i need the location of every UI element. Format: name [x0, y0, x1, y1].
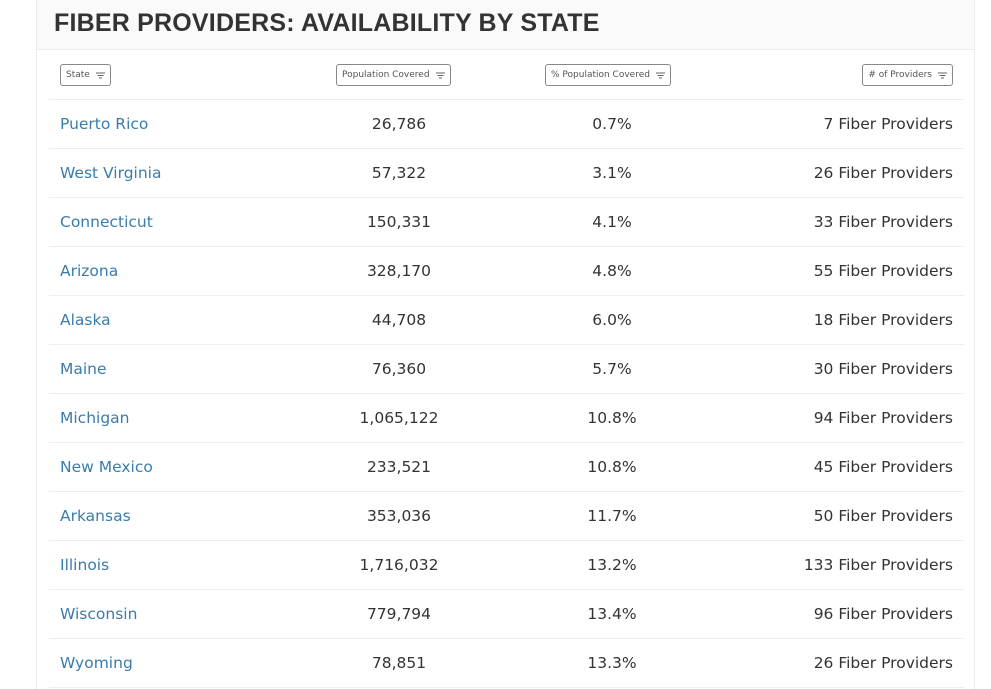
table-row: Michigan 1,065,122 10.8% 94 Fiber Provid…: [49, 394, 964, 443]
population-covered: 1,065,122: [359, 409, 439, 427]
filter-lines-icon: [435, 72, 445, 78]
provider-count: 55 Fiber Providers: [813, 262, 953, 280]
percent-covered: 10.8%: [587, 409, 637, 427]
table-row: Maine 76,360 5.7% 30 Fiber Providers: [49, 345, 964, 394]
table-row: New Mexico 233,521 10.8% 45 Fiber Provid…: [49, 443, 964, 492]
percent-covered: 6.0%: [592, 311, 632, 329]
percent-covered: 13.4%: [587, 605, 637, 623]
column-label-providers: # of Providers: [868, 70, 932, 80]
provider-count: 94 Fiber Providers: [813, 409, 953, 427]
provider-count: 33 Fiber Providers: [813, 213, 953, 231]
filter-lines-icon: [655, 72, 665, 78]
sort-population-button[interactable]: Population Covered: [336, 64, 451, 86]
table-row: Connecticut 150,331 4.1% 33 Fiber Provid…: [49, 198, 964, 247]
state-link[interactable]: New Mexico: [60, 458, 153, 476]
provider-count: 96 Fiber Providers: [813, 605, 953, 623]
provider-count: 133 Fiber Providers: [803, 556, 953, 574]
state-link[interactable]: Arkansas: [60, 507, 131, 525]
table-row: Illinois 1,716,032 13.2% 133 Fiber Provi…: [49, 541, 964, 590]
column-label-population: Population Covered: [342, 70, 430, 80]
percent-covered: 13.2%: [587, 556, 637, 574]
provider-count: 7 Fiber Providers: [823, 115, 953, 133]
population-covered: 779,794: [366, 605, 432, 623]
population-covered: 353,036: [366, 507, 432, 525]
provider-count: 30 Fiber Providers: [813, 360, 953, 378]
provider-count: 26 Fiber Providers: [813, 654, 953, 672]
state-link[interactable]: Arizona: [60, 262, 119, 280]
filter-lines-icon: [95, 72, 105, 78]
table-row: Arkansas 353,036 11.7% 50 Fiber Provider…: [49, 492, 964, 541]
state-link[interactable]: Connecticut: [60, 213, 153, 231]
provider-count: 45 Fiber Providers: [813, 458, 953, 476]
percent-covered: 4.1%: [592, 213, 632, 231]
state-link[interactable]: Maine: [60, 360, 107, 378]
population-covered: 57,322: [371, 164, 427, 182]
population-covered: 44,708: [371, 311, 427, 329]
table-row: West Virginia 57,322 3.1% 26 Fiber Provi…: [49, 149, 964, 198]
population-covered: 26,786: [371, 115, 427, 133]
population-covered: 150,331: [366, 213, 432, 231]
percent-covered: 10.8%: [587, 458, 637, 476]
table-row: Alaska 44,708 6.0% 18 Fiber Providers: [49, 296, 964, 345]
provider-count: 26 Fiber Providers: [813, 164, 953, 182]
state-link[interactable]: Puerto Rico: [60, 115, 149, 133]
sort-pct-button[interactable]: % Population Covered: [545, 64, 671, 86]
availability-panel: FIBER PROVIDERS: AVAILABILITY BY STATE S…: [36, 0, 975, 689]
page-title: FIBER PROVIDERS: AVAILABILITY BY STATE: [54, 9, 600, 37]
population-covered: 233,521: [366, 458, 432, 476]
state-link[interactable]: Illinois: [60, 556, 110, 574]
filter-lines-icon: [938, 72, 947, 78]
state-link[interactable]: Alaska: [60, 311, 111, 329]
state-link[interactable]: Wyoming: [60, 654, 133, 672]
percent-covered: 5.7%: [592, 360, 632, 378]
population-covered: 1,716,032: [359, 556, 439, 574]
table-row: Arizona 328,170 4.8% 55 Fiber Providers: [49, 247, 964, 296]
percent-covered: 13.3%: [587, 654, 637, 672]
percent-covered: 4.8%: [592, 262, 632, 280]
population-covered: 78,851: [371, 654, 427, 672]
table-row: Wisconsin 779,794 13.4% 96 Fiber Provide…: [49, 590, 964, 639]
column-label-pct: % Population Covered: [551, 70, 650, 80]
table-header-row: State Population Covered % Population Co…: [49, 50, 964, 100]
sort-state-button[interactable]: State: [60, 64, 111, 86]
percent-covered: 11.7%: [587, 507, 637, 525]
provider-count: 18 Fiber Providers: [813, 311, 953, 329]
panel-header: FIBER PROVIDERS: AVAILABILITY BY STATE: [37, 0, 974, 50]
table-row: Wyoming 78,851 13.3% 26 Fiber Providers: [49, 639, 964, 688]
population-covered: 328,170: [366, 262, 432, 280]
state-link[interactable]: Wisconsin: [60, 605, 138, 623]
sort-providers-button[interactable]: # of Providers: [862, 64, 953, 86]
percent-covered: 3.1%: [592, 164, 632, 182]
state-link[interactable]: West Virginia: [60, 164, 162, 182]
state-link[interactable]: Michigan: [60, 409, 130, 427]
availability-table: State Population Covered % Population Co…: [49, 50, 964, 688]
table-row: Puerto Rico 26,786 0.7% 7 Fiber Provider…: [49, 100, 964, 149]
population-covered: 76,360: [371, 360, 427, 378]
percent-covered: 0.7%: [592, 115, 632, 133]
column-label-state: State: [66, 70, 90, 80]
provider-count: 50 Fiber Providers: [813, 507, 953, 525]
